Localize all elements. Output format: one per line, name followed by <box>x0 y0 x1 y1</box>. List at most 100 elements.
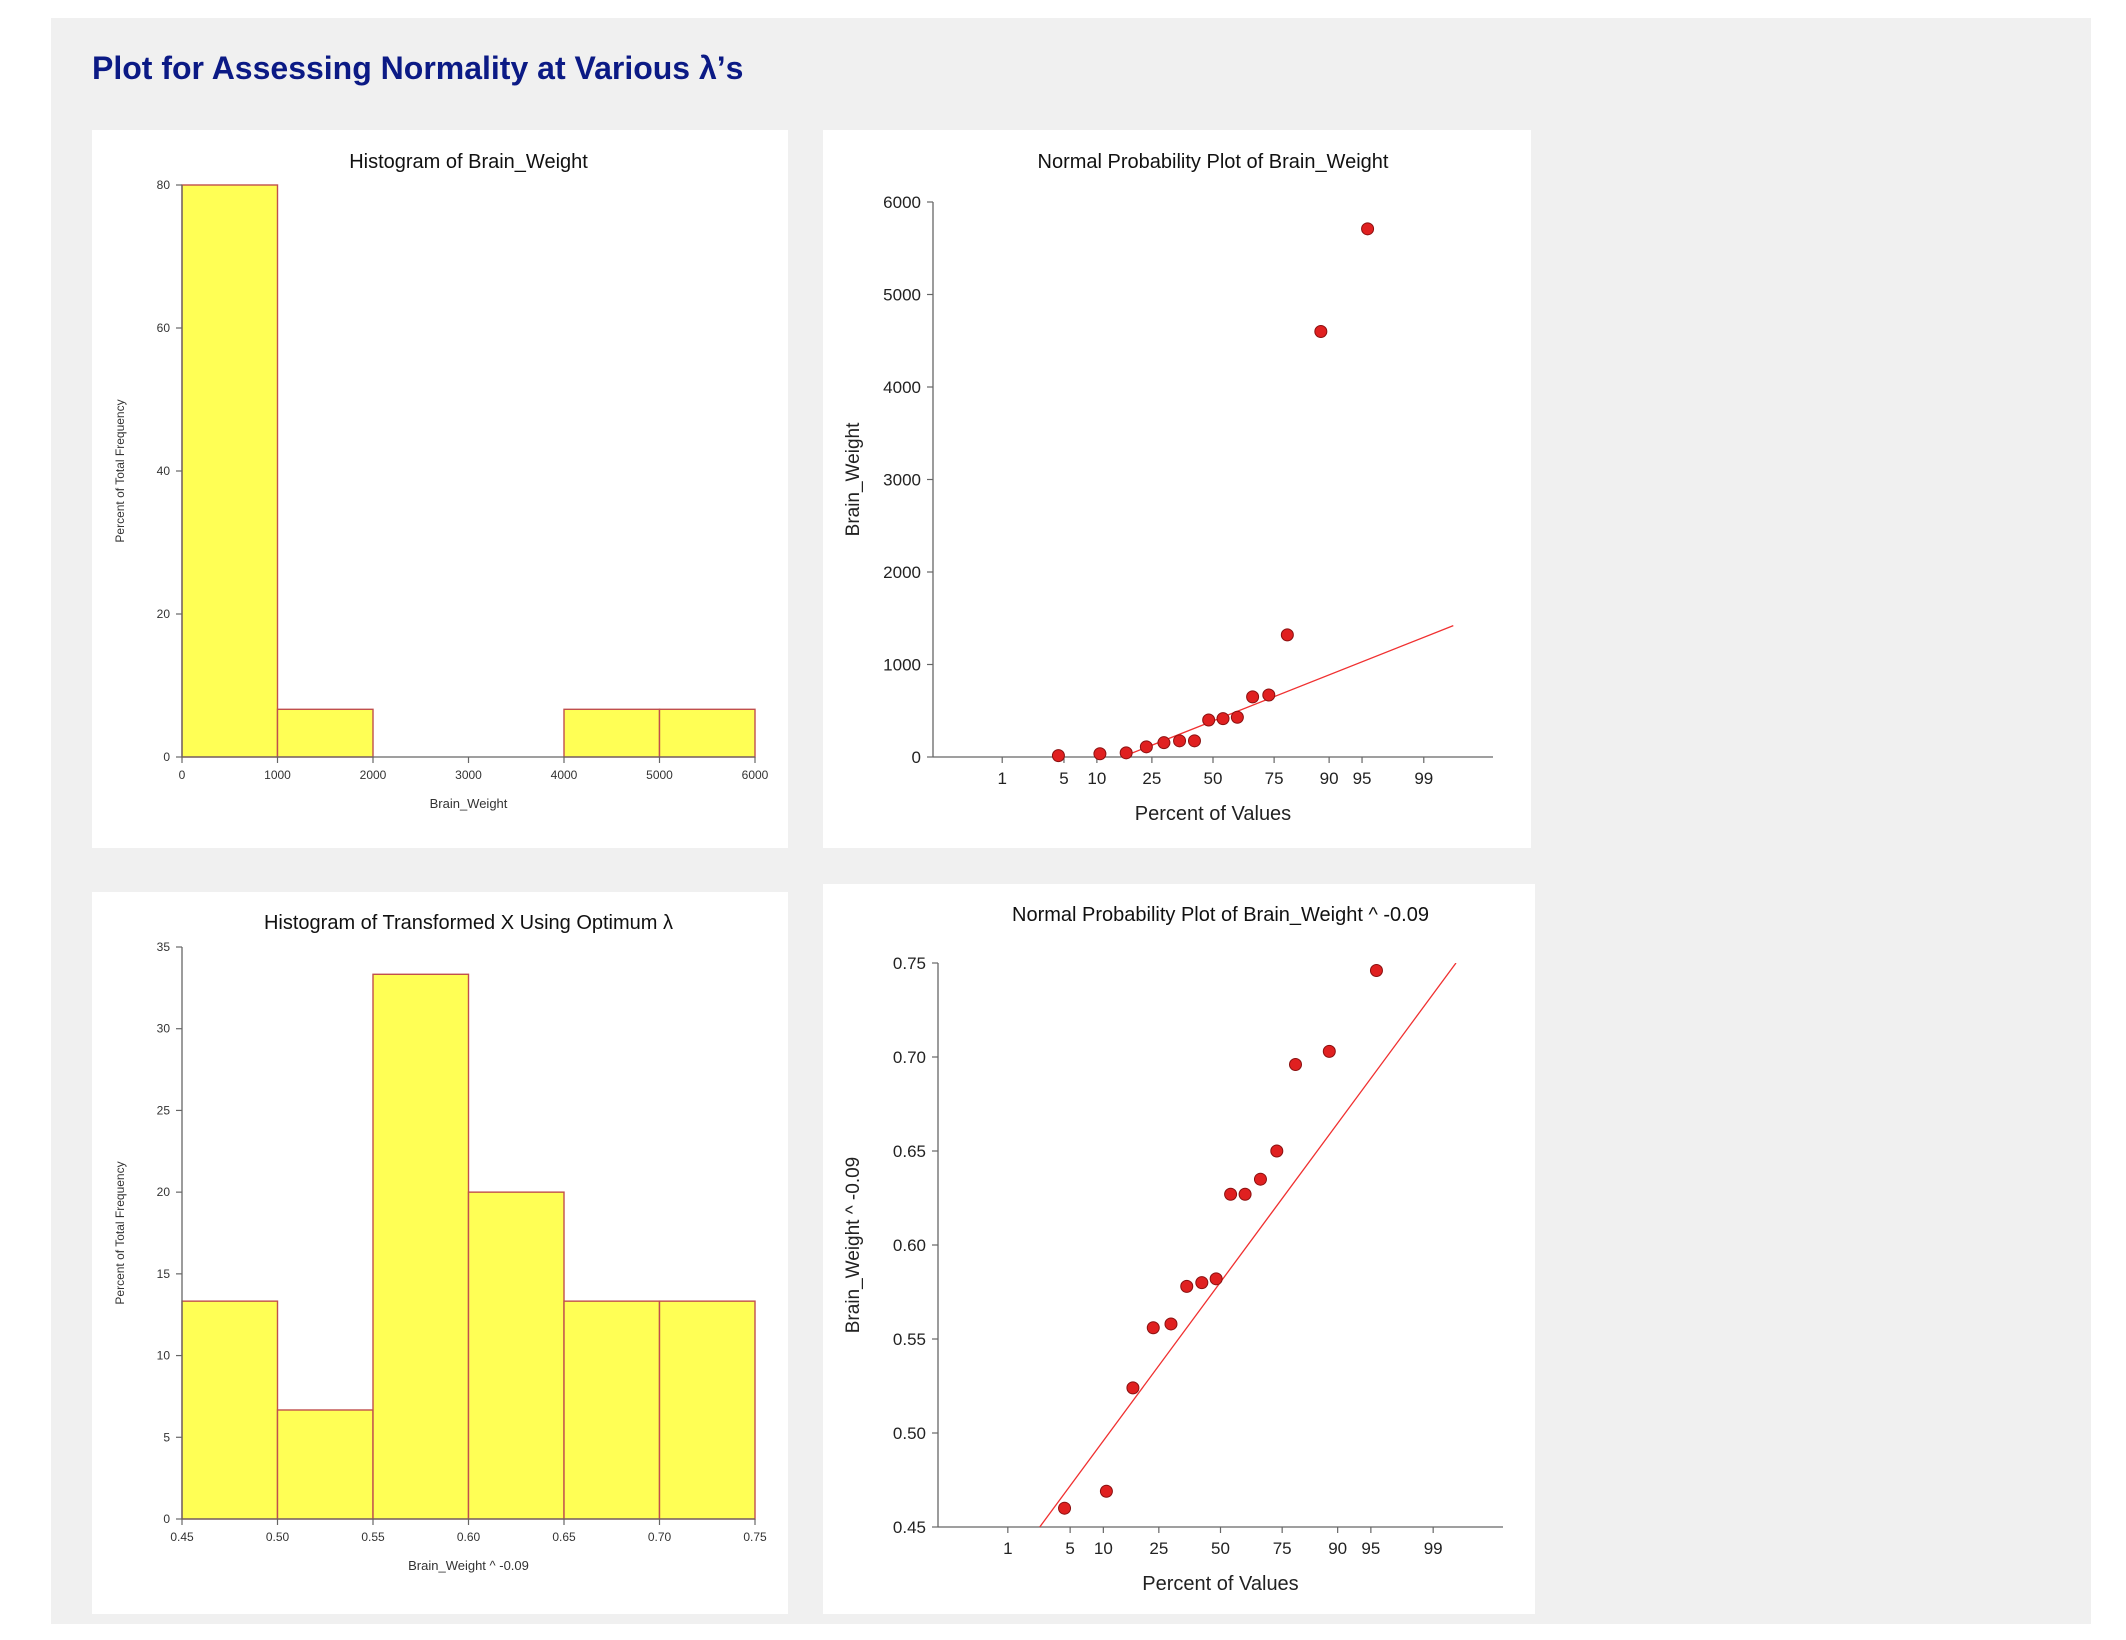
histogram-bar <box>181 1300 279 1520</box>
data-point <box>1173 734 1187 748</box>
data-point <box>1164 1317 1178 1331</box>
y-tick-label: 30 <box>157 1022 171 1036</box>
x-tick-label: 95 <box>1361 1539 1380 1558</box>
histogram-bar <box>658 708 756 758</box>
histogram-brain-weight-chart: Histogram of Brain_Weight 0 20 40 60 80 0 1000 2… <box>113 151 769 811</box>
x-tick-label: 25 <box>1142 769 1161 788</box>
y-tick-label: 0 <box>163 750 170 764</box>
y-tick-label: 25 <box>157 1103 171 1117</box>
y-tick-label: 60 <box>157 321 171 335</box>
fit-line <box>1039 963 1457 1527</box>
normal-probability-plot-transformed-chart: Normal Probability Plot of Brain_Weight … <box>843 904 1503 1595</box>
data-point <box>1051 749 1065 763</box>
x-tick-label: 99 <box>1414 769 1433 788</box>
y-tick-label: 4000 <box>883 378 921 397</box>
data-point <box>1288 1058 1302 1072</box>
y-tick-label: 0.55 <box>893 1330 926 1349</box>
y-tick-label: 35 <box>157 940 171 954</box>
chart-card-normal-probability-brain-weight: Normal Probability Plot of Brain_Weight 0… <box>823 130 1531 848</box>
data-point <box>1093 747 1107 761</box>
x-tick-label: 0.45 <box>170 1530 194 1544</box>
data-point <box>1180 1279 1194 1293</box>
normal-probability-plot-brain-weight-chart: Normal Probability Plot of Brain_Weight 0… <box>843 151 1493 825</box>
x-tick-label: 0.70 <box>648 1530 672 1544</box>
x-tick-label: 10 <box>1094 1539 1113 1558</box>
data-point <box>1224 1187 1238 1201</box>
x-tick-label: 10 <box>1087 769 1106 788</box>
y-tick-label: 20 <box>157 1185 171 1199</box>
x-axis-label: Percent of Values <box>1142 1573 1298 1595</box>
x-tick-label: 75 <box>1273 1539 1292 1558</box>
x-tick-label: 95 <box>1353 769 1372 788</box>
y-tick-label: 6000 <box>883 193 921 212</box>
data-point <box>1246 690 1260 704</box>
x-tick-label: 5000 <box>646 768 673 782</box>
chart-card-histogram-transformed: Histogram of Transformed X Using Optimum… <box>92 892 788 1614</box>
x-tick-label: 90 <box>1328 1539 1347 1558</box>
x-axis-label: Percent of Values <box>1135 803 1291 825</box>
histogram-transformed-chart: Histogram of Transformed X Using Optimum… <box>113 912 767 1573</box>
x-tick-label: 5 <box>1065 1539 1074 1558</box>
x-tick-label: 0.55 <box>361 1530 385 1544</box>
y-tick-label: 80 <box>157 178 171 192</box>
y-tick-label: 20 <box>157 607 171 621</box>
data-point <box>1262 688 1276 702</box>
fit-line <box>1120 625 1454 757</box>
y-tick-label: 40 <box>157 464 171 478</box>
x-tick-label: 1 <box>997 769 1006 788</box>
y-axis-label: Brain_Weight <box>843 422 864 536</box>
data-point <box>1322 1044 1336 1058</box>
x-tick-label: 1000 <box>264 768 291 782</box>
x-tick-label: 6000 <box>742 768 769 782</box>
data-point <box>1187 734 1201 748</box>
y-tick-label: 5 <box>163 1430 170 1444</box>
chart-card-normal-probability-transformed: Normal Probability Plot of Brain_Weight … <box>823 884 1535 1614</box>
data-point <box>1058 1501 1072 1515</box>
chart-card-histogram-brain-weight: Histogram of Brain_Weight 0 20 40 60 80 0 1000 2… <box>92 130 788 848</box>
histogram-bar <box>276 708 374 758</box>
chart-title: Normal Probability Plot of Brain_Weight … <box>1012 904 1429 926</box>
histogram-bar <box>181 184 279 758</box>
data-point <box>1195 1276 1209 1290</box>
x-tick-label: 0.60 <box>457 1530 481 1544</box>
data-point <box>1202 713 1216 727</box>
x-tick-label: 25 <box>1149 1539 1168 1558</box>
data-point <box>1253 1172 1267 1186</box>
x-tick-label: 4000 <box>551 768 578 782</box>
y-tick-label: 0.50 <box>893 1424 926 1443</box>
data-point <box>1099 1484 1113 1498</box>
y-tick-label: 0.65 <box>893 1142 926 1161</box>
x-tick-label: 75 <box>1265 769 1284 788</box>
x-tick-label: 90 <box>1320 769 1339 788</box>
histogram-bar <box>372 973 470 1520</box>
y-tick-label: 5000 <box>883 286 921 305</box>
y-tick-label: 10 <box>157 1349 171 1363</box>
x-tick-label: 3000 <box>455 768 482 782</box>
x-axis-label: Brain_Weight ^ -0.09 <box>408 1558 529 1573</box>
x-tick-label: 50 <box>1204 769 1223 788</box>
data-point <box>1126 1381 1140 1395</box>
x-tick-label: 5 <box>1059 769 1068 788</box>
y-tick-label: 3000 <box>883 471 921 490</box>
y-tick-label: 2000 <box>883 563 921 582</box>
data-point <box>1146 1321 1160 1335</box>
x-tick-label: 2000 <box>360 768 387 782</box>
chart-title: Histogram of Brain_Weight <box>349 151 588 173</box>
data-point <box>1157 736 1171 750</box>
chart-title: Histogram of Transformed X Using Optimum… <box>264 912 673 934</box>
y-tick-label: 0 <box>912 748 921 767</box>
histogram-bar <box>467 1191 565 1520</box>
x-axis-label: Brain_Weight <box>430 796 508 811</box>
histogram-bar <box>658 1300 756 1520</box>
histogram-bar <box>563 1300 661 1520</box>
y-axis-label: Brain_Weight ^ -0.09 <box>843 1157 864 1334</box>
y-tick-label: 0.45 <box>893 1518 926 1537</box>
y-tick-label: 0 <box>163 1512 170 1526</box>
y-axis-label: Percent of Total Frequency <box>113 399 127 542</box>
data-point <box>1139 740 1153 754</box>
histogram-bar <box>563 708 661 758</box>
x-tick-label: 0 <box>179 768 186 782</box>
x-tick-label: 0.75 <box>743 1530 767 1544</box>
data-point <box>1314 325 1328 338</box>
y-tick-label: 0.75 <box>893 954 926 973</box>
